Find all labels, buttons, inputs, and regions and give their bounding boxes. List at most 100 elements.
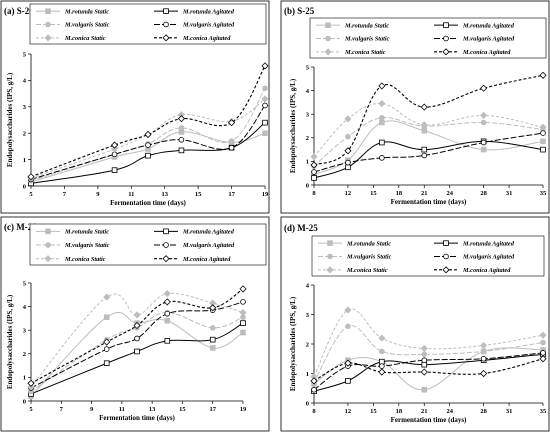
data-point <box>344 115 352 123</box>
data-point <box>134 348 140 355</box>
legend-entry: M.vulgaris Static <box>344 36 390 43</box>
x-tick-label: 24 <box>446 408 453 415</box>
data-point <box>261 62 269 70</box>
data-point <box>103 346 110 352</box>
data-point <box>379 139 385 146</box>
series-line <box>313 120 544 175</box>
legend-swatch-marker <box>44 255 52 263</box>
legend-entry: M.conica Static <box>344 49 386 56</box>
y-tick-label: 1 <box>306 371 309 378</box>
data-point <box>379 348 385 355</box>
y-tick-label: 4 <box>306 88 310 95</box>
x-tick-label: 12 <box>345 190 352 197</box>
data-point <box>345 164 351 171</box>
panel-title: (b) S-25 <box>284 6 315 16</box>
data-point <box>209 325 216 331</box>
data-point <box>420 344 428 352</box>
x-tick-label: 18 <box>396 190 403 197</box>
series-line <box>313 103 544 158</box>
data-point <box>144 130 152 139</box>
data-point <box>480 146 487 153</box>
data-point <box>378 100 386 108</box>
data-point <box>145 152 151 159</box>
x-tick-label: 7 <box>63 191 67 198</box>
x-tick-label: 35 <box>540 190 547 197</box>
series-line <box>313 352 544 391</box>
data-point <box>421 146 428 153</box>
x-tick-label: 17 <box>228 191 235 198</box>
y-tick-label: 4 <box>23 304 27 311</box>
x-axis-label: Fermentation time (days) <box>99 414 175 422</box>
data-point <box>421 127 428 134</box>
data-point <box>134 335 140 342</box>
series-line <box>313 308 544 377</box>
data-point <box>539 123 547 131</box>
data-point <box>178 137 185 143</box>
data-point <box>540 339 546 346</box>
data-point <box>480 139 487 146</box>
series-line <box>313 132 544 173</box>
data-point <box>379 363 385 369</box>
legend-swatch-marker <box>442 48 450 56</box>
legend-swatch-marker <box>163 228 169 235</box>
legend-swatch-marker <box>327 253 333 260</box>
data-point <box>103 314 110 321</box>
legend-box <box>309 17 547 59</box>
legend-entry: M.rotunda Agitated <box>462 240 515 247</box>
data-point <box>240 329 246 336</box>
series-line <box>313 353 544 392</box>
data-point <box>239 285 247 293</box>
panel-title: (a) S-20 <box>4 6 34 16</box>
x-tick-label: 28 <box>480 190 487 197</box>
y-tick-label: 5 <box>23 280 27 287</box>
data-point <box>178 147 185 154</box>
series-line <box>30 65 266 178</box>
data-point <box>540 130 546 136</box>
legend-entry: M.conica Static <box>64 35 106 42</box>
data-point <box>262 130 268 137</box>
legend-swatch-marker <box>325 22 331 28</box>
y-axis-label: Endopolysaccharides (IPS, g/L) <box>289 296 297 391</box>
legend-entry: M.rotunda Static <box>64 229 109 236</box>
x-tick-label: 21 <box>421 190 428 197</box>
panel-frame <box>280 0 550 214</box>
chart-panel: (a) S-20 0 1 2 3 4 5 5 7 9 11 13 15 17 19 Fermentation … <box>0 0 270 214</box>
x-tick-label: 5 <box>29 191 33 198</box>
x-tick-label: 21 <box>421 408 428 415</box>
data-point <box>539 71 547 79</box>
legend-entry: M.rotunda Static <box>344 22 389 29</box>
y-tick-label: 0 <box>23 398 26 405</box>
data-point <box>480 348 487 355</box>
data-point <box>480 355 487 362</box>
data-point <box>209 336 216 343</box>
data-point <box>378 368 386 376</box>
y-tick-label: 0 <box>306 400 309 407</box>
data-point <box>27 173 35 181</box>
series-line <box>313 117 544 167</box>
series-line <box>313 325 544 383</box>
panel-frame <box>280 216 550 432</box>
legend-swatch-marker <box>163 8 169 14</box>
data-point <box>111 141 119 149</box>
x-tick-label: 19 <box>240 406 247 413</box>
data-point <box>133 311 141 319</box>
data-point <box>111 167 118 173</box>
legend-entry: M.vulgaris Agitated <box>462 254 515 261</box>
legend-entry: M.vulgaris Agitated <box>182 22 235 29</box>
legend-swatch-marker <box>443 240 449 246</box>
data-point <box>421 351 428 358</box>
panel-frame <box>0 0 270 214</box>
data-point <box>344 359 352 367</box>
y-axis-label: Endopolysaccharides (IPS, g/L) <box>6 72 14 167</box>
legend-entry: M.rotunda Static <box>346 240 391 247</box>
legend-entry: M.conica Agitated <box>182 35 231 42</box>
data-point <box>420 103 428 111</box>
series-line <box>30 311 244 392</box>
x-axis-label: Fermentation time (days) <box>110 199 186 207</box>
x-tick-label: 5 <box>29 406 33 413</box>
legend-swatch-marker <box>443 35 449 42</box>
y-tick-label: 2 <box>306 341 309 348</box>
